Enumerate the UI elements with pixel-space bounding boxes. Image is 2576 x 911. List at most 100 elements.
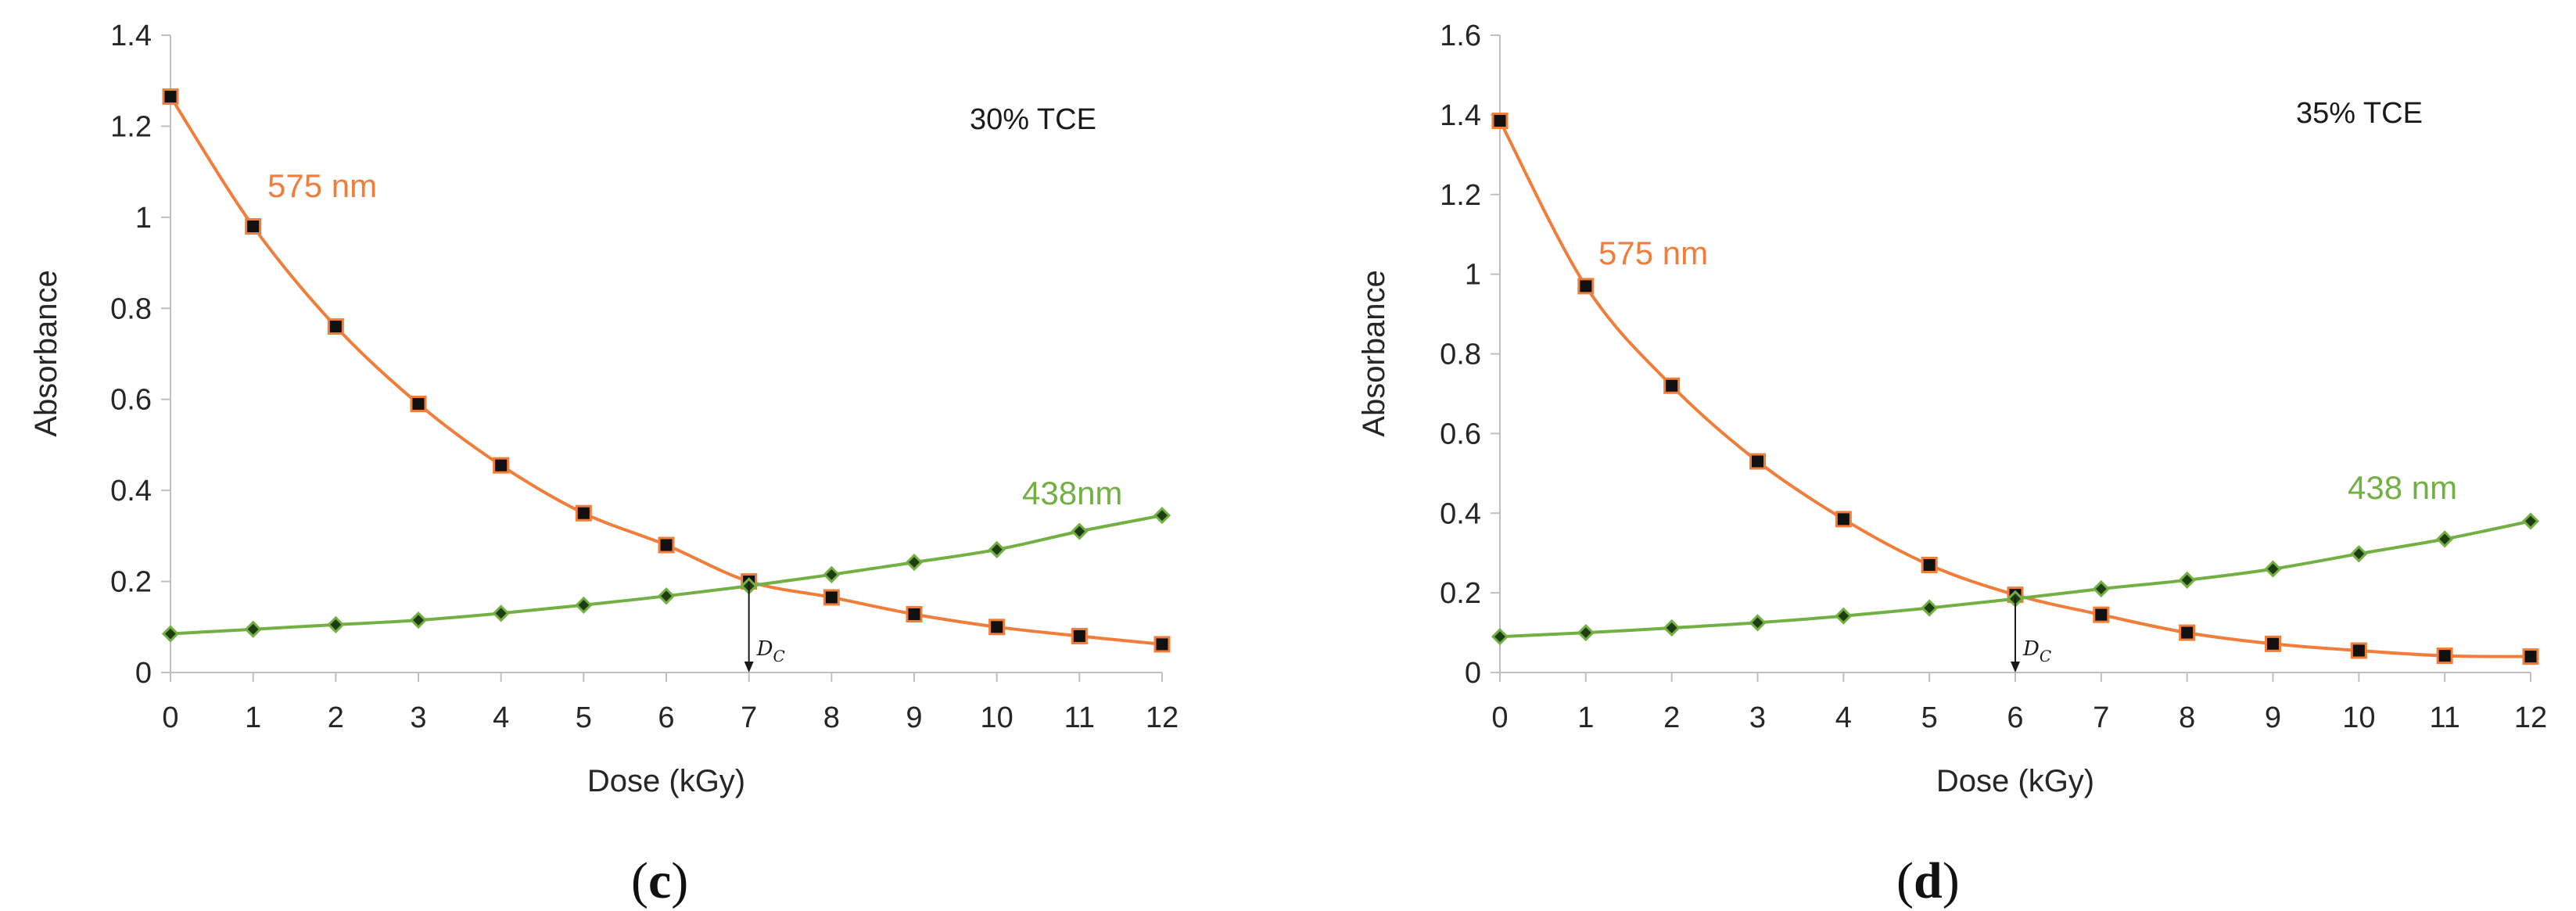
y-tick-labels: 0 0.2 0.4 0.6 0.8 1 1.2 1.4: [110, 20, 152, 690]
crossover-arrow-head: [744, 662, 754, 672]
x-tick-label: 2: [1663, 701, 1680, 734]
x-axis-title: Dose (kGy): [587, 764, 745, 798]
series-layer: [161, 88, 1171, 653]
data-point: [988, 540, 1006, 558]
x-tick-label: 12: [2514, 701, 2547, 734]
x-tick-label: 9: [2265, 701, 2281, 734]
x-tick-label: 5: [576, 701, 592, 734]
x-tick-label: 6: [658, 701, 674, 734]
y-tick-label: 0.6: [1440, 418, 1481, 450]
x-tick-labels: 0 1 2 3 4 5 6 7 8 9 10 11 12: [1491, 701, 2547, 734]
x-tick-labels: 0 1 2 3 4 5 6 7 8 9 10 11 12: [162, 701, 1179, 734]
x-tick-label: 11: [2429, 701, 2459, 734]
x-tick-label: 12: [1146, 701, 1179, 734]
data-point: [1921, 599, 1939, 617]
x-tick-label: 10: [981, 701, 1014, 734]
data-point: [162, 88, 179, 106]
data-point: [2522, 648, 2539, 665]
annotation-label: 35% TCE: [2296, 97, 2423, 130]
data-point: [1835, 511, 1852, 528]
data-point: [575, 596, 593, 614]
data-point: [1749, 614, 1767, 632]
y-tick-label: 1: [1465, 259, 1481, 292]
x-tick-label: 1: [1577, 701, 1594, 734]
crossover-marker: DC: [2011, 597, 2051, 672]
data-point: [244, 620, 262, 638]
data-point: [1491, 628, 1509, 646]
series-575nm: [1491, 113, 2539, 665]
y-axis-title: Absorbance: [1357, 270, 1391, 436]
series-label-575: 575 nm: [267, 167, 377, 204]
crossover-marker: DC: [744, 581, 785, 672]
data-point: [988, 619, 1006, 636]
x-tick-label: 2: [328, 701, 344, 734]
data-point: [2350, 545, 2368, 563]
data-point: [2350, 642, 2367, 659]
y-tick-label: 0.8: [1440, 339, 1481, 371]
data-point: [2521, 512, 2540, 530]
x-tick-label: 9: [906, 701, 922, 734]
x-tick-label: 8: [823, 701, 840, 734]
panel-label: (c): [631, 852, 688, 909]
chart-panel-c: 00.20.40.60.811.21.4 0 1 2 3 4 5 6 7 8 9 10 11 12 DC…: [29, 20, 1179, 909]
data-point: [906, 605, 923, 622]
crossover-arrow-head: [2011, 662, 2020, 672]
crossover-label: DC: [756, 637, 785, 665]
data-point: [658, 536, 675, 554]
data-point: [1071, 627, 1088, 644]
y-tick-label: 1.6: [1440, 20, 1481, 52]
data-point: [1663, 619, 1681, 637]
data-point: [493, 457, 510, 474]
data-point: [1921, 556, 1938, 573]
data-point: [410, 396, 427, 413]
x-tick-label: 0: [162, 701, 178, 734]
data-point: [2436, 530, 2454, 548]
y-tick-label: 1.2: [1440, 179, 1481, 212]
data-point: [2179, 624, 2196, 641]
series-line: [170, 514, 1163, 636]
x-axis-title: Dose (kGy): [1936, 764, 2094, 798]
series-438nm: [161, 507, 1171, 643]
series-label-438: 438 nm: [2348, 469, 2457, 506]
y-tick-label: 1: [135, 202, 152, 235]
data-point: [1663, 377, 1681, 394]
data-point: [327, 318, 344, 335]
data-point: [1577, 278, 1595, 295]
data-point: [1071, 522, 1089, 540]
series-438nm: [1491, 512, 2540, 646]
data-point: [1835, 607, 1853, 625]
panel-label: (d): [1896, 852, 1960, 909]
data-point: [2264, 560, 2282, 578]
x-tick-label: 7: [741, 701, 757, 734]
data-point: [1153, 507, 1171, 525]
y-tick-label: 0.4: [1440, 497, 1481, 530]
data-point: [657, 587, 676, 605]
data-point: [1577, 623, 1595, 642]
data-point: [245, 218, 262, 235]
x-tick-label: 4: [493, 701, 509, 734]
data-point: [492, 604, 510, 622]
axes: [161, 34, 1163, 682]
x-tick-label: 3: [1749, 701, 1766, 734]
data-point: [409, 611, 428, 629]
y-tick-label: 0.8: [110, 292, 152, 325]
data-point: [2265, 635, 2281, 652]
y-tick-label: 0: [1465, 657, 1481, 690]
series-label-575: 575 nm: [1598, 235, 1708, 271]
x-tick-label: 8: [2179, 701, 2195, 734]
data-point: [2093, 606, 2110, 623]
data-point: [2178, 571, 2196, 589]
y-axis-title: Absorbance: [29, 270, 63, 436]
series-line: [1498, 120, 2531, 658]
crossover-label: DC: [2022, 637, 2051, 665]
y-tick-label: 0: [135, 657, 152, 690]
data-point: [1153, 636, 1171, 653]
series-label-438: 438nm: [1022, 475, 1122, 511]
y-tick-label: 1.4: [1440, 99, 1481, 132]
data-point: [1491, 113, 1509, 130]
data-point: [161, 625, 180, 643]
x-tick-label: 6: [2007, 701, 2023, 734]
series-575nm: [162, 88, 1171, 653]
x-tick-label: 10: [2342, 701, 2375, 734]
